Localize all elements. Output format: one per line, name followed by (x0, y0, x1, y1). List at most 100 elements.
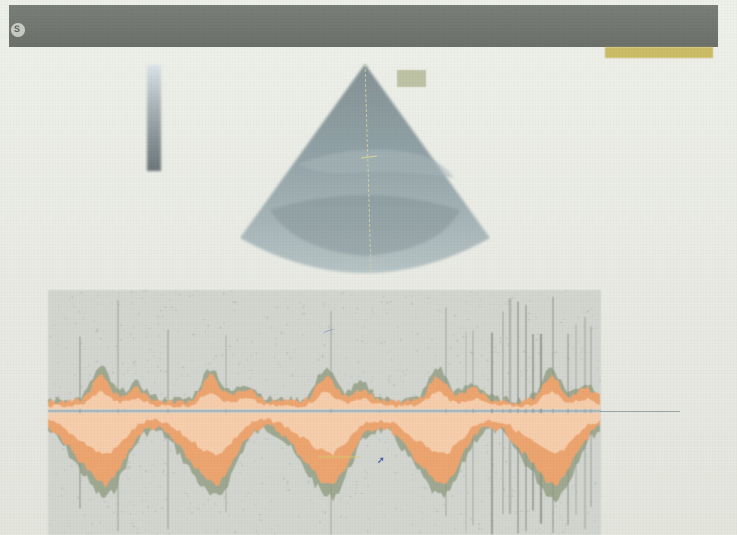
noise-dot (340, 516, 342, 518)
noise-dot (121, 362, 124, 364)
noise-dot (107, 346, 109, 348)
noise-dot (524, 412, 526, 414)
noise-dot (324, 512, 326, 514)
noise-dot (203, 318, 205, 320)
noise-dot (550, 533, 552, 535)
noise-dot (152, 506, 154, 508)
noise-dot (460, 470, 462, 472)
noise-dot (561, 493, 563, 496)
noise-dot (169, 299, 171, 301)
noise-dot (570, 528, 572, 530)
noise-dot (129, 466, 131, 468)
noise-dot (134, 364, 136, 366)
noise-dot (131, 522, 133, 524)
noise-dot (107, 506, 109, 508)
noise-dot (580, 300, 582, 302)
noise-dot (397, 326, 399, 328)
noise-dot (82, 317, 84, 319)
noise-dot (536, 339, 538, 341)
noise-dot (84, 348, 86, 350)
noise-dot (464, 310, 467, 312)
noise-dot (80, 342, 83, 345)
noise-dot (456, 340, 458, 342)
noise-dot (149, 328, 151, 330)
noise-dot (135, 372, 137, 374)
noise-dot (350, 294, 352, 296)
noise-dot (474, 411, 477, 413)
noise-dot (451, 495, 453, 497)
noise-dot (560, 321, 562, 323)
noise-dot (507, 527, 509, 529)
noise-dot (130, 333, 132, 335)
noise-dot (555, 505, 557, 507)
noise-dot (277, 525, 279, 527)
noise-dot (416, 350, 418, 352)
noise-dot (65, 347, 68, 349)
noise-dot (449, 363, 451, 365)
noise-dot (289, 463, 291, 465)
noise-dot (364, 469, 366, 471)
arrow-cursor-icon: ➚ (377, 455, 385, 465)
noise-dot (332, 332, 334, 334)
noise-dot (598, 360, 600, 362)
noise-dot (290, 357, 292, 359)
noise-dot (275, 337, 277, 339)
noise-dot (305, 531, 307, 533)
noise-dot (563, 318, 565, 320)
noise-dot (166, 497, 168, 499)
noise-dot (366, 472, 368, 474)
noise-dot (80, 480, 82, 482)
noise-dot (191, 360, 193, 362)
noise-dot (287, 395, 289, 397)
noise-dot (302, 306, 304, 308)
noise-dot (470, 518, 472, 520)
noise-dot (501, 531, 503, 533)
noise-dot (370, 316, 372, 318)
noise-dot (60, 495, 62, 497)
noise-dot (402, 387, 404, 389)
noise-dot (504, 302, 506, 304)
noise-dot (284, 299, 286, 301)
noise-dot (382, 296, 384, 298)
noise-dot (234, 531, 236, 533)
noise-dot (495, 373, 497, 375)
sample-gate-mark (360, 155, 378, 159)
noise-dot (147, 371, 149, 373)
noise-dot (397, 369, 399, 371)
noise-dot (565, 527, 567, 529)
baseline-extension (600, 411, 680, 413)
noise-dot (110, 375, 112, 377)
noise-dot (58, 306, 60, 308)
noise-dot (145, 290, 147, 292)
noise-dot (513, 491, 515, 493)
noise-dot (164, 463, 167, 465)
noise-dot (389, 349, 391, 351)
noise-dot (519, 461, 521, 463)
logo-glyph: S (14, 24, 21, 34)
noise-dot (476, 293, 478, 295)
noise-dot (553, 512, 555, 514)
noise-dot (147, 506, 149, 508)
noise-dot (379, 439, 381, 441)
noise-dot (58, 396, 60, 398)
noise-dot (308, 379, 310, 381)
noise-dot (393, 384, 395, 386)
noise-dot (152, 464, 154, 466)
noise-dot (428, 376, 430, 378)
noise-dot (239, 472, 241, 474)
noise-dot (219, 327, 221, 329)
noise-dot (395, 472, 397, 474)
noise-dot (153, 475, 155, 478)
noise-dot (159, 486, 161, 488)
noise-dot (366, 319, 368, 321)
noise-dot (205, 364, 207, 366)
noise-dot (54, 397, 57, 399)
noise-dot (523, 368, 525, 370)
noise-dot (236, 339, 238, 341)
noise-dot (484, 387, 486, 389)
noise-dot (264, 438, 267, 440)
noise-dot (513, 476, 515, 478)
noise-dot (361, 340, 363, 342)
noise-dot (244, 338, 246, 340)
noise-dot (494, 351, 496, 353)
